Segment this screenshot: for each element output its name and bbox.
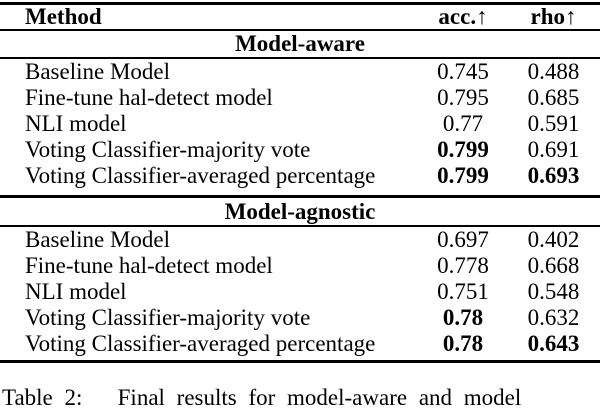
col-header-rho-label: rho xyxy=(530,4,566,29)
table-caption: Table 2: Final results for model-aware a… xyxy=(2,385,522,410)
header-rule xyxy=(0,29,600,31)
col-header-acc: acc.↑ xyxy=(419,4,507,30)
acc-cell: 0.697 xyxy=(437,227,489,252)
acc-cell: 0.745 xyxy=(437,59,489,84)
table-bottom-rule xyxy=(0,360,600,363)
table-row: Voting Classifier-majority vote 0.78 0.6… xyxy=(0,305,600,331)
section-rule xyxy=(0,225,600,227)
method-cell: Baseline Model xyxy=(25,227,170,252)
table-row: Voting Classifier-majority vote 0.799 0.… xyxy=(0,137,600,163)
method-cell: Voting Classifier-averaged percentage xyxy=(25,163,376,188)
method-cell: Voting Classifier-averaged percentage xyxy=(25,331,376,356)
table-row: Baseline Model 0.745 0.488 xyxy=(0,59,600,85)
table-row: Voting Classifier-averaged percentage 0.… xyxy=(0,331,600,357)
table-row: Fine-tune hal-detect model 0.778 0.668 xyxy=(0,253,600,279)
up-arrow-icon: ↑ xyxy=(565,4,577,29)
table-row: NLI model 0.751 0.548 xyxy=(0,279,600,305)
rho-cell: 0.402 xyxy=(527,227,580,252)
col-header-rho: rho↑ xyxy=(507,4,600,30)
acc-cell: 0.751 xyxy=(437,279,489,304)
acc-cell: 0.78 xyxy=(442,331,484,356)
col-header-method: Method xyxy=(25,4,102,29)
table-row: Baseline Model 0.697 0.402 xyxy=(0,227,600,253)
section-rule xyxy=(0,57,600,59)
between-sections-rule xyxy=(0,195,600,198)
rho-cell: 0.643 xyxy=(527,331,580,356)
acc-cell: 0.795 xyxy=(437,85,489,110)
table-header-row: Method acc.↑ rho↑ xyxy=(0,4,600,30)
section-header-model-aware: Model-aware xyxy=(235,31,365,56)
rho-cell: 0.632 xyxy=(527,305,580,330)
rho-cell: 0.691 xyxy=(527,137,580,162)
table-top-rule xyxy=(0,2,600,5)
method-cell: Fine-tune hal-detect model xyxy=(25,253,273,278)
rho-cell: 0.488 xyxy=(527,59,580,84)
rho-cell: 0.693 xyxy=(527,163,580,188)
acc-cell: 0.778 xyxy=(437,253,489,278)
rho-cell: 0.548 xyxy=(527,279,580,304)
acc-cell: 0.799 xyxy=(437,137,489,162)
method-cell: Fine-tune hal-detect model xyxy=(25,85,273,110)
acc-cell: 0.799 xyxy=(437,163,489,188)
table-row: Fine-tune hal-detect model 0.795 0.685 xyxy=(0,85,600,111)
section-header-model-agnostic: Model-agnostic xyxy=(224,198,376,224)
rho-cell: 0.591 xyxy=(527,111,580,136)
col-header-acc-label: acc. xyxy=(438,4,477,29)
table-row: Voting Classifier-averaged percentage 0.… xyxy=(0,163,600,189)
rho-cell: 0.685 xyxy=(527,85,580,110)
method-cell: Baseline Model xyxy=(25,59,170,84)
acc-cell: 0.77 xyxy=(442,111,484,136)
method-cell: NLI model xyxy=(25,279,127,304)
acc-cell: 0.78 xyxy=(442,305,484,330)
rho-cell: 0.668 xyxy=(527,253,580,278)
method-cell: NLI model xyxy=(25,111,127,136)
method-cell: Voting Classifier-majority vote xyxy=(25,137,311,162)
table-row: NLI model 0.77 0.591 xyxy=(0,111,600,137)
up-arrow-icon: ↑ xyxy=(476,4,488,29)
method-cell: Voting Classifier-majority vote xyxy=(25,305,311,330)
